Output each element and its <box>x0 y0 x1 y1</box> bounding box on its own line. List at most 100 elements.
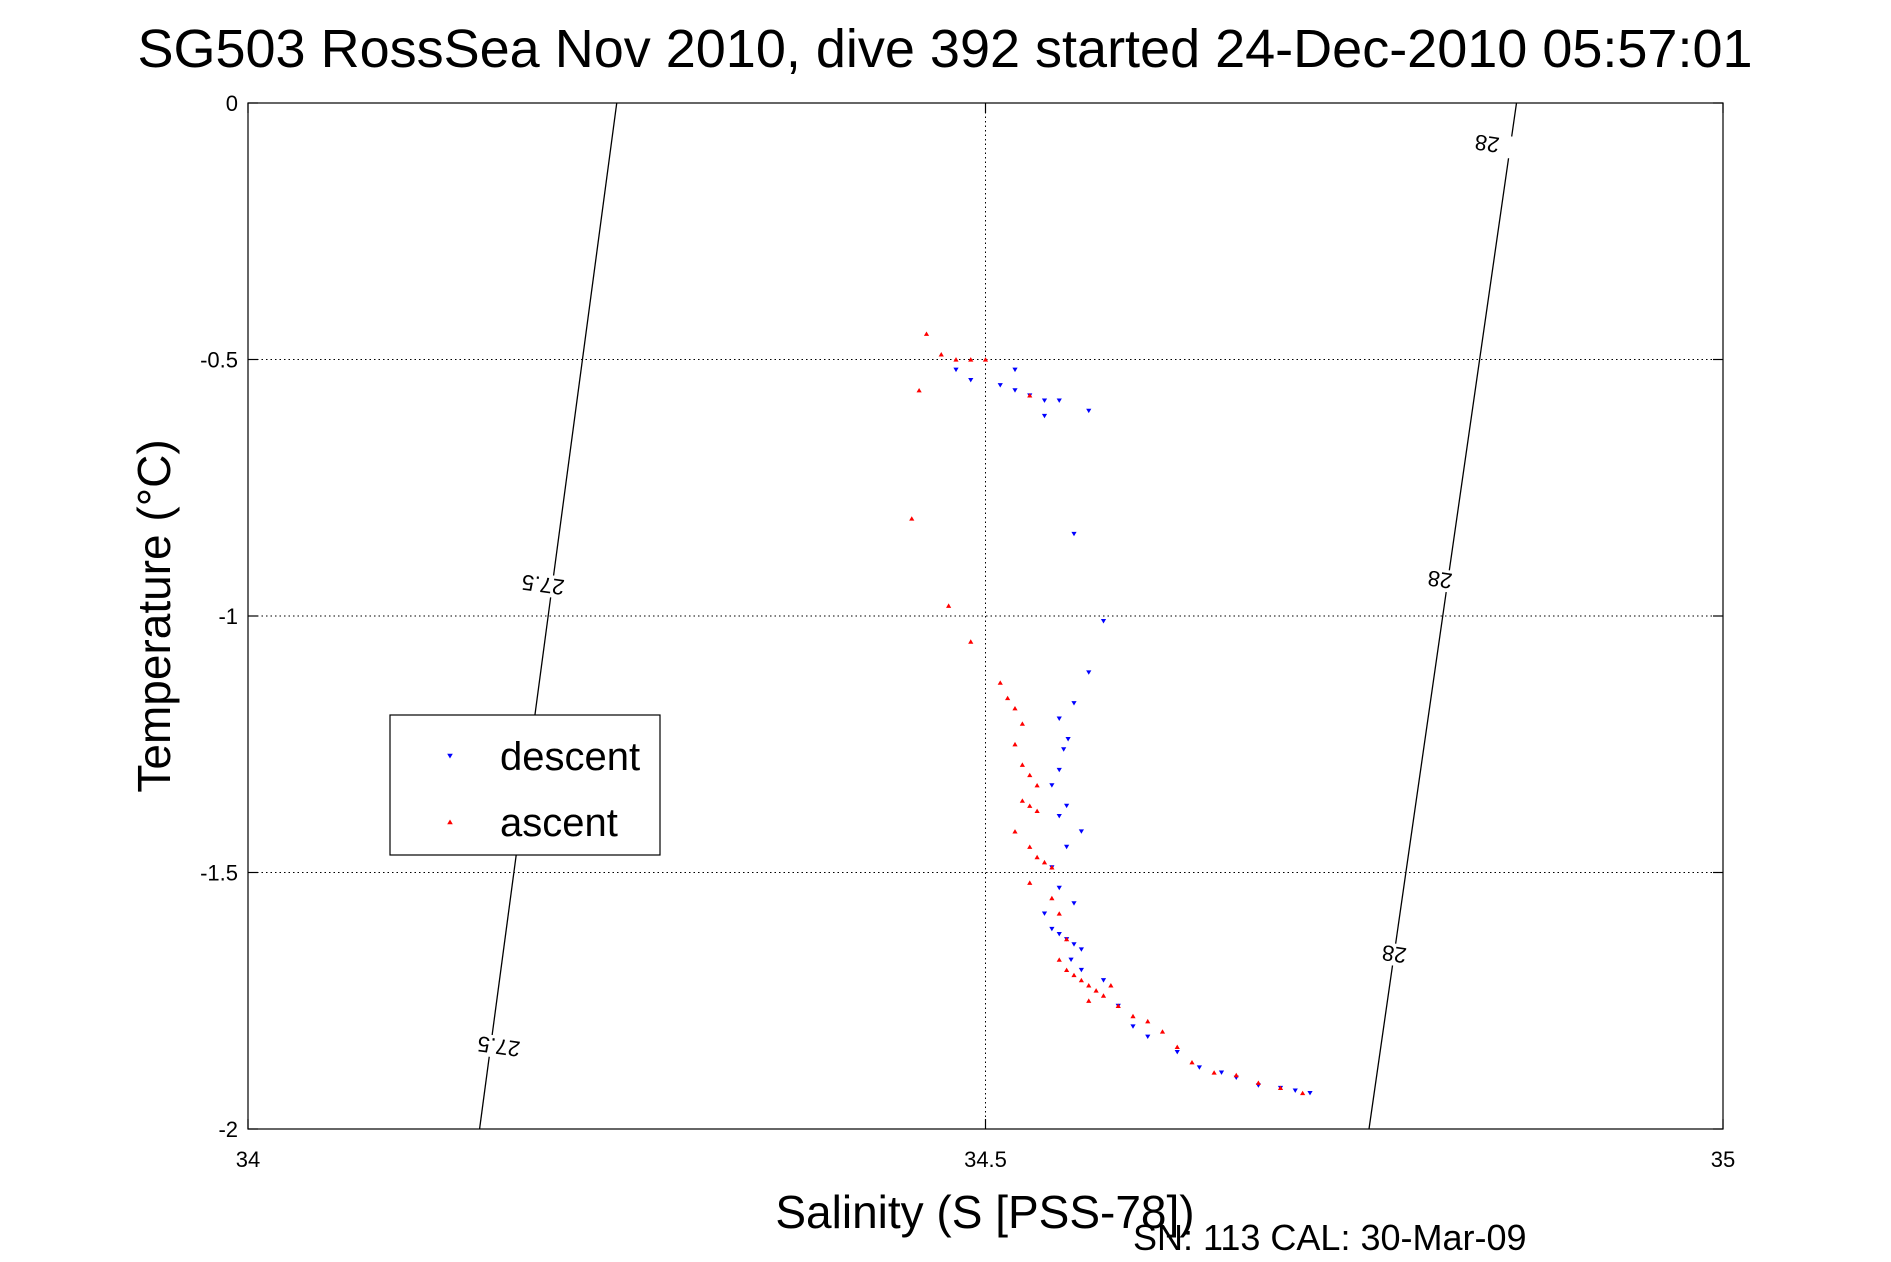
descent-point <box>1012 367 1018 373</box>
y-tick-label: -2 <box>218 1117 238 1142</box>
y-tick-label: 0 <box>226 91 238 116</box>
descent-point <box>1068 957 1074 963</box>
ascent-point <box>1108 983 1114 988</box>
ascent-point <box>1100 993 1107 998</box>
ascent-point <box>1130 1013 1136 1019</box>
descent-point <box>953 367 959 373</box>
descent-point <box>1086 408 1092 414</box>
ascent-point <box>938 352 944 357</box>
ascent-point <box>1019 798 1025 803</box>
ascent-point <box>1174 1044 1180 1049</box>
ascent-point <box>1064 967 1070 973</box>
descent-point <box>1071 901 1077 906</box>
descent-point <box>1100 978 1107 983</box>
ascent-point <box>1019 721 1025 726</box>
x-tick-label: 34 <box>236 1147 260 1172</box>
descent-point <box>1100 619 1107 624</box>
descent-point <box>1078 829 1084 834</box>
descent-point <box>997 383 1003 388</box>
descent-point <box>1145 1034 1151 1039</box>
contour-line <box>478 102 618 1130</box>
legend-marker-ascent <box>447 819 453 825</box>
footnote: SN: 113 CAL: 30-Mar-09 <box>1133 1217 1527 1258</box>
contour-label: 28 <box>1380 940 1408 968</box>
descent-point <box>968 377 974 383</box>
ascent-point <box>1078 977 1084 983</box>
ascent-point <box>1233 1072 1239 1078</box>
density-contours: 27.5 27.5 28 28 28 <box>471 102 1518 1130</box>
descent-point <box>1071 942 1077 947</box>
ascent-point <box>1255 1080 1261 1085</box>
descent-point <box>1071 701 1077 706</box>
ascent-point <box>1019 762 1025 767</box>
x-axis-label: Salinity (S [PSS-78]) <box>775 1186 1194 1238</box>
legend-label-ascent: ascent <box>500 801 618 845</box>
ascent-point <box>1300 1090 1306 1096</box>
ascent-point <box>1041 859 1048 865</box>
descent-point <box>1056 813 1062 819</box>
ascent-point <box>1086 983 1092 988</box>
data-points <box>909 331 1313 1096</box>
descent-point <box>1056 931 1062 937</box>
descent-point <box>1065 737 1071 742</box>
descent-point <box>1292 1088 1298 1093</box>
descent-point <box>1056 885 1062 891</box>
x-tick-label: 34.5 <box>964 1147 1007 1172</box>
descent-point <box>1078 947 1084 952</box>
ascent-point <box>916 387 922 393</box>
descent-point <box>1078 967 1084 973</box>
ascent-point <box>1071 972 1077 978</box>
ascent-point <box>1056 911 1062 916</box>
descent-point <box>1071 531 1077 537</box>
ascent-point <box>1012 706 1018 711</box>
ascent-point <box>982 357 989 362</box>
contour-label-bg <box>1459 129 1515 159</box>
ascent-point <box>1189 1059 1195 1065</box>
descent-point <box>1064 844 1070 850</box>
ascent-point <box>1027 880 1033 885</box>
descent-point <box>1056 398 1062 403</box>
ascent-point <box>1005 695 1011 701</box>
ascent-point <box>997 680 1003 685</box>
descent-point <box>1049 783 1055 788</box>
descent-point <box>1307 1091 1313 1096</box>
contour-label-bg <box>515 570 571 600</box>
ascent-point <box>1027 844 1033 849</box>
ascent-point <box>1115 1003 1121 1008</box>
contour-label: 28 <box>1426 565 1454 593</box>
contour-label-bg <box>1412 565 1468 595</box>
ascent-point <box>1012 829 1018 834</box>
contour-label: 27.5 <box>520 569 566 599</box>
descent-point <box>1130 1024 1136 1029</box>
grid-lines <box>248 103 1723 1129</box>
y-axis-label: Temperature (°C) <box>128 439 180 792</box>
x-tick-label: 35 <box>1711 1147 1735 1172</box>
descent-point <box>1064 803 1070 809</box>
ascent-point <box>1145 1018 1151 1024</box>
legend-box <box>389 714 661 856</box>
ascent-point <box>1056 957 1062 962</box>
ascent-point <box>1049 865 1055 870</box>
ascent-point <box>1064 936 1070 942</box>
descent-point <box>1012 388 1018 393</box>
ascent-point <box>1277 1085 1284 1091</box>
descent-point <box>1086 670 1092 675</box>
ascent-point <box>1049 895 1055 901</box>
chart-title: SG503 RossSea Nov 2010, dive 392 started… <box>137 19 1752 79</box>
ascent-point <box>946 603 952 608</box>
descent-point <box>1061 747 1067 752</box>
descent-point <box>1056 767 1062 773</box>
ascent-point <box>1086 998 1092 1003</box>
ascent-point <box>1012 741 1018 747</box>
contour-label: 28 <box>1473 129 1501 157</box>
descent-point <box>1056 716 1062 721</box>
ascent-point <box>1027 772 1033 778</box>
ascent-point <box>1034 782 1040 788</box>
contour-label-bg <box>1366 939 1422 970</box>
legend: descent ascent <box>389 714 661 856</box>
ascent-point <box>1034 854 1040 860</box>
y-tick-label: -0.5 <box>200 348 238 373</box>
descent-point <box>1041 398 1048 403</box>
ascent-point <box>923 331 930 336</box>
